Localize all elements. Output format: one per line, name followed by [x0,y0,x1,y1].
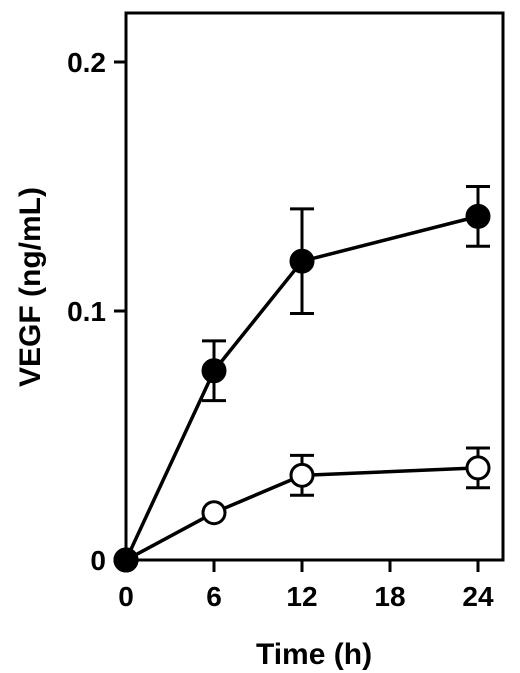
data-point [201,358,227,384]
x-axis-title: Time (h) [256,638,372,671]
data-point [465,455,491,481]
series-1 [113,185,491,573]
data-point [465,203,491,229]
series-2 [113,446,491,573]
data-point [201,500,227,526]
y-axis-title: VEGF (ng/mL) [14,187,47,387]
x-tick-label: 12 [286,581,317,612]
y-tick-label: 0.1 [67,296,106,327]
series-line [124,214,479,561]
y-tick-label: 0 [90,545,106,576]
series-line [125,466,479,562]
data-point [289,462,315,488]
plot-frame [124,11,505,562]
x-tick-label: 6 [206,581,222,612]
data-point [289,248,315,274]
x-tick-label: 24 [462,581,494,612]
y-tick-label: 0.2 [67,47,106,78]
x-tick-label: 18 [374,581,405,612]
x-tick-label: 0 [118,581,134,612]
y-axis: 0 0.1 0.2 [67,47,126,576]
x-axis: 0 6 12 18 24 [118,560,494,612]
data-marks [113,185,491,573]
